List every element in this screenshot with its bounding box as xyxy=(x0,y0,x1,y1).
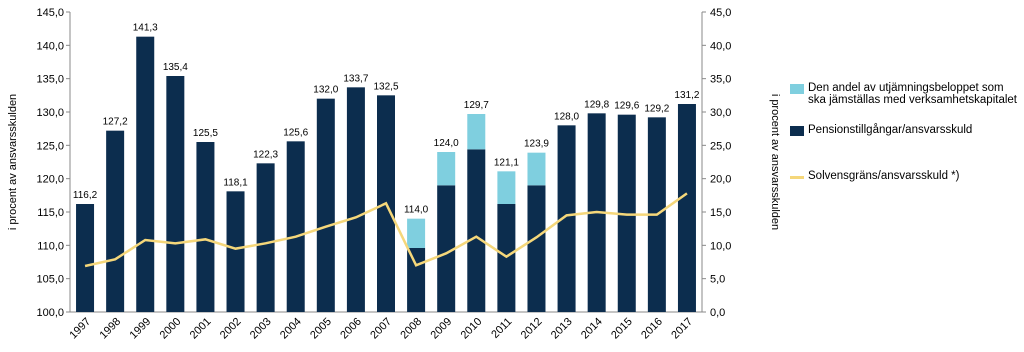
bar xyxy=(467,149,486,312)
legend-swatch xyxy=(790,176,804,179)
bar xyxy=(407,248,426,312)
x-tick-label: 2011 xyxy=(489,316,514,341)
bar xyxy=(677,104,696,312)
y-tick-label: 130,0 xyxy=(36,107,64,119)
bar xyxy=(76,204,95,312)
x-tick-label: 2007 xyxy=(368,316,394,342)
legend-swatch xyxy=(790,126,804,136)
y2-tick-label: 5,0 xyxy=(710,274,725,286)
bar xyxy=(166,76,185,312)
x-tick-label: 1997 xyxy=(67,316,93,342)
bar xyxy=(106,130,125,312)
data-label: 114,0 xyxy=(404,205,429,216)
bar xyxy=(346,87,365,312)
bar xyxy=(407,218,426,248)
bar xyxy=(226,191,245,312)
y-tick-label: 110,0 xyxy=(37,240,64,252)
x-tick-label: 2012 xyxy=(519,316,545,342)
bar xyxy=(467,114,486,150)
x-tick-label: 2009 xyxy=(429,316,455,342)
data-label: 123,9 xyxy=(524,139,549,150)
y-tick-label: 120,0 xyxy=(36,174,64,186)
data-label: 133,7 xyxy=(343,73,368,84)
y2-axis-label: i procent av ansvarsskulden xyxy=(769,94,781,230)
y2-tick-label: 25,0 xyxy=(710,140,731,152)
x-tick-label: 2001 xyxy=(188,316,214,342)
legend-label: Pensionstillgångar/ansvarsskuld xyxy=(808,124,973,136)
data-label: 125,6 xyxy=(283,127,308,138)
y-tick-label: 100,0 xyxy=(36,307,64,319)
x-tick-label: 2008 xyxy=(398,316,424,342)
data-label: 118,1 xyxy=(223,177,248,188)
x-tick-label: 2005 xyxy=(308,316,334,342)
x-tick-label: 2014 xyxy=(579,316,605,342)
y2-tick-label: 45,0 xyxy=(710,7,731,19)
x-tick-label: 2013 xyxy=(549,316,575,342)
x-tick-label: 2004 xyxy=(278,316,304,342)
bar xyxy=(286,141,305,312)
data-label: 129,8 xyxy=(584,99,609,110)
legend-swatch xyxy=(790,84,804,94)
data-label: 129,7 xyxy=(464,100,489,111)
data-label: 141,3 xyxy=(133,23,158,34)
y-tick-label: 135,0 xyxy=(36,74,64,86)
bar xyxy=(437,185,456,312)
data-label: 135,4 xyxy=(163,62,188,73)
x-tick-label: 2017 xyxy=(669,316,695,342)
x-tick-label: 2010 xyxy=(459,316,485,342)
legend-label: Solvensgräns/ansvarsskuld *) xyxy=(808,170,960,182)
data-label: 129,6 xyxy=(614,101,639,112)
bar xyxy=(557,125,576,312)
legend: Den andel av utjämningsbeloppet som ska … xyxy=(790,82,1022,182)
legend-item: Solvensgräns/ansvarsskuld *) xyxy=(790,170,1022,182)
x-tick-label: 2006 xyxy=(338,316,364,342)
data-label: 121,1 xyxy=(494,157,519,168)
y2-tick-label: 15,0 xyxy=(710,207,731,219)
x-tick-label: 2003 xyxy=(248,316,274,342)
x-tick-label: 2016 xyxy=(639,316,665,342)
legend-label: Den andel av utjämningsbeloppet som ska … xyxy=(808,82,1017,106)
y-tick-label: 125,0 xyxy=(36,140,64,152)
data-label: 131,2 xyxy=(674,90,699,101)
data-label: 127,2 xyxy=(103,117,128,128)
data-label: 128,0 xyxy=(554,111,579,122)
data-label: 124,0 xyxy=(434,138,459,149)
bar xyxy=(316,98,335,313)
data-label: 125,5 xyxy=(193,128,218,139)
y-tick-label: 145,0 xyxy=(36,7,64,19)
bar xyxy=(527,185,546,312)
x-tick-label: 1998 xyxy=(97,316,123,342)
bar xyxy=(527,152,546,186)
y2-tick-label: 10,0 xyxy=(710,240,731,252)
data-label: 116,2 xyxy=(73,190,98,201)
data-label: 132,0 xyxy=(313,85,338,96)
y-tick-label: 115,0 xyxy=(37,207,64,219)
bar xyxy=(256,163,275,312)
x-tick-label: 1999 xyxy=(128,316,154,342)
y2-tick-label: 0,0 xyxy=(710,307,725,319)
y2-tick-label: 20,0 xyxy=(710,174,731,186)
x-tick-label: 2000 xyxy=(158,316,184,342)
bar xyxy=(497,171,516,204)
data-label: 122,3 xyxy=(253,149,278,160)
bar xyxy=(136,36,155,313)
y-tick-label: 105,0 xyxy=(36,274,64,286)
y-tick-label: 140,0 xyxy=(36,40,64,52)
data-label: 132,5 xyxy=(373,81,398,92)
y2-tick-label: 30,0 xyxy=(710,107,731,119)
x-tick-label: 2002 xyxy=(218,316,244,342)
y2-tick-label: 40,0 xyxy=(710,40,731,52)
bar xyxy=(196,142,215,312)
data-label: 129,2 xyxy=(644,103,669,114)
x-tick-label: 2015 xyxy=(609,316,635,342)
legend-item: Den andel av utjämningsbeloppet som ska … xyxy=(790,82,1022,106)
y2-tick-label: 35,0 xyxy=(710,74,731,86)
y-axis-label: i procent av ansvarsskulden xyxy=(7,94,19,230)
line xyxy=(84,192,688,268)
legend-item: Pensionstillgångar/ansvarsskuld xyxy=(790,124,1022,136)
bar xyxy=(617,114,636,313)
bar xyxy=(437,152,456,186)
